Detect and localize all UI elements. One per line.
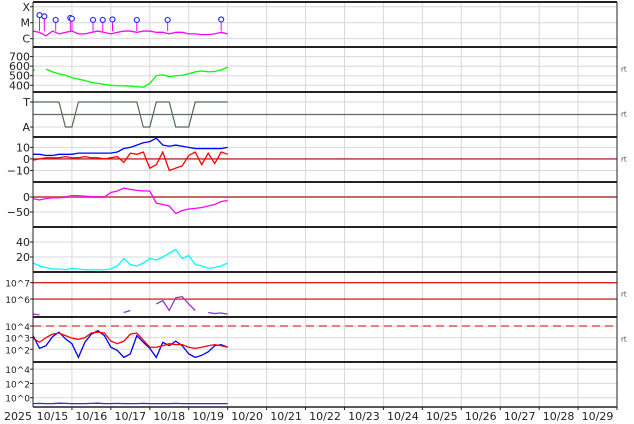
x-tick-label: 10/20 — [231, 410, 263, 423]
y-tick-label: 400 — [9, 79, 30, 92]
y-tick-label: 10^0 — [5, 395, 30, 405]
x-tick-label: 10/19 — [192, 410, 224, 423]
series-line-Bt — [33, 137, 228, 157]
series-line-density — [32, 248, 228, 271]
x-axis-year: 2025 — [4, 410, 32, 423]
series-line-xray — [32, 30, 228, 37]
realtime-label: rt — [621, 111, 627, 119]
flare-marker — [52, 16, 59, 24]
realtime-label: rt — [621, 291, 627, 299]
x-tick-label: 10/25 — [426, 410, 458, 423]
x-tick-label: 10/22 — [309, 410, 341, 423]
panel-xray: XMC — [21, 1, 617, 46]
panel-dst: 0−50 — [7, 181, 617, 219]
y-tick-label: 0 — [23, 153, 30, 166]
y-tick-label: 40 — [16, 236, 30, 249]
x-tick-label: 10/23 — [348, 410, 380, 423]
y-tick-label: 10 — [16, 141, 30, 154]
series-line-proton — [32, 313, 40, 316]
y-tick-label: 10^3 — [5, 335, 30, 345]
y-tick-label: 10^4 — [5, 366, 30, 376]
x-tick-label: 10/21 — [270, 410, 302, 423]
grid — [71, 2, 579, 407]
y-tick-label: X — [22, 1, 30, 14]
panel-high-energy: 10^4 10^2 10^0 — [5, 361, 617, 405]
series-line-red — [32, 331, 228, 350]
flare-marker — [68, 15, 76, 22]
y-tick-label: 10^7 — [5, 280, 30, 290]
x-tick-label: 10/24 — [387, 410, 419, 423]
flare-marker — [164, 16, 171, 24]
y-tick-label: 10^2 — [5, 346, 30, 356]
y-tick-label: 10^6 — [5, 296, 30, 306]
y-tick-label: 10^2 — [5, 380, 30, 390]
y-tick-label: M — [21, 17, 31, 30]
panel-electron: 10^4 10^310^2 rt — [5, 316, 627, 359]
y-tick-label: −50 — [7, 206, 30, 219]
y-tick-label: 0 — [23, 191, 30, 204]
x-tick-label: 10/27 — [504, 410, 536, 423]
x-tick-label: 10/29 — [582, 410, 614, 423]
flare-marker — [109, 16, 116, 23]
y-tick-label: C — [22, 33, 30, 46]
realtime-label: rt — [621, 156, 627, 164]
panel-imf: 100−10 rt — [7, 136, 627, 177]
series-line-sector — [33, 101, 228, 128]
series-line-blue — [32, 329, 228, 359]
flare-marker — [89, 16, 97, 24]
series-line-proton — [155, 295, 196, 312]
realtime-label: rt — [621, 336, 627, 344]
x-tick-label: 10/28 — [543, 410, 575, 423]
flare-marker — [133, 16, 140, 24]
flare-marker — [99, 16, 106, 24]
x-axis: 2025 10/15 10/16 10/17 10/18 10/19 10/20 10/21… — [4, 407, 618, 423]
x-tick-label: 10/16 — [76, 410, 108, 423]
series-line-proton — [123, 309, 131, 314]
y-tick-label: 20 — [16, 251, 30, 264]
y-tick-label: 500 — [9, 70, 30, 83]
x-tick-label: 10/17 — [114, 410, 146, 423]
panels: XMC700600500400rtTArt100−10rt0−50402010^… — [5, 1, 627, 408]
y-tick-label: 600 — [9, 60, 30, 73]
series-line-Bz — [32, 150, 228, 172]
series-line-speed — [45, 66, 228, 88]
x-tick-label: 10/15 — [37, 410, 69, 423]
flare-marker — [41, 13, 48, 20]
series-line-proton — [208, 311, 228, 315]
y-tick-label: 700 — [9, 51, 30, 64]
x-tick-label: 10/26 — [465, 410, 497, 423]
series-line-dst — [32, 187, 228, 215]
y-tick-label: T — [22, 96, 30, 109]
y-tick-label: −10 — [7, 164, 30, 177]
realtime-label: rt — [621, 66, 627, 74]
x-tick-label: 10/18 — [153, 410, 185, 423]
y-tick-label: 10^4 — [5, 323, 30, 333]
flare-marker — [36, 12, 43, 19]
panel-proton: 10^7 10^6 rt — [5, 271, 627, 316]
y-tick-label: A — [22, 121, 30, 134]
flare-marker — [218, 16, 225, 23]
